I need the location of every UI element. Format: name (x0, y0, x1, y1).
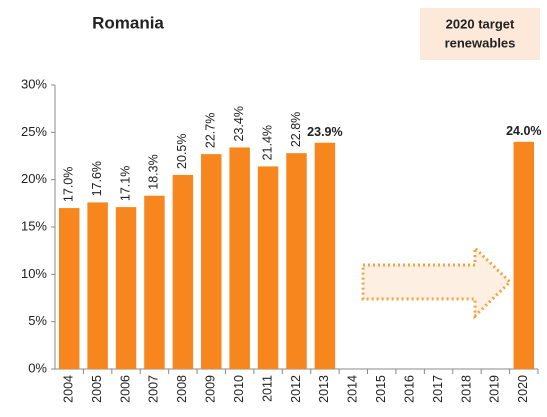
bar (87, 202, 108, 369)
y-tick-label: 15% (21, 218, 47, 233)
x-tick-label: 2018 (459, 375, 473, 403)
y-tick-label: 30% (21, 76, 47, 91)
bar (58, 208, 80, 369)
data-label: 22.7% (204, 113, 218, 148)
data-label: 18.3% (147, 154, 161, 189)
x-tick-label: 2009 (204, 375, 218, 403)
arrow (361, 244, 513, 320)
x-tick-label: 2006 (118, 375, 132, 403)
data-label: 24.0% (506, 124, 541, 138)
y-tick-label: 10% (21, 266, 47, 281)
x-tick-label: 2016 (402, 375, 416, 403)
x-tick-label: 2012 (289, 375, 303, 403)
bar (314, 142, 336, 369)
bar (144, 195, 165, 369)
x-tick-label: 2008 (175, 375, 189, 403)
annotation-box (420, 8, 540, 60)
data-label: 22.8% (289, 112, 303, 147)
annotation: renewables (445, 35, 516, 50)
data-label: 21.4% (260, 125, 274, 160)
x-tick-label: 2004 (62, 375, 76, 403)
x-tick-label: 2017 (431, 375, 445, 403)
bar (115, 207, 137, 369)
x-tick-label: 2005 (90, 375, 104, 403)
x-tick-label: 2007 (147, 375, 161, 403)
data-label: 17.6% (90, 161, 104, 196)
x-tick-label: 2013 (317, 375, 331, 403)
data-label: 20.5% (175, 133, 189, 168)
chart-title: Romania (92, 13, 164, 32)
y-tick-label: 0% (28, 360, 47, 375)
data-label: 23.9% (307, 125, 342, 139)
x-tick-label: 2015 (374, 375, 388, 403)
y-tick-label: 5% (28, 313, 47, 328)
bar (229, 147, 250, 369)
y-tick-label: 25% (21, 124, 47, 139)
annotation: 2020 target (446, 16, 515, 31)
bar (172, 174, 194, 369)
bar (201, 154, 222, 369)
x-tick-label: 2020 (516, 375, 530, 403)
data-label: 17.1% (118, 166, 132, 201)
x-tick-label: 2010 (232, 375, 246, 403)
bar (257, 166, 279, 369)
data-label: 23.4% (232, 106, 246, 141)
x-tick-label: 2014 (346, 375, 360, 403)
x-tick-label: 2019 (488, 375, 502, 403)
data-label: 17.0% (62, 167, 76, 202)
bar (286, 153, 307, 369)
x-tick-label: 2011 (260, 375, 274, 402)
bar (513, 141, 535, 369)
y-tick-label: 20% (21, 171, 47, 186)
